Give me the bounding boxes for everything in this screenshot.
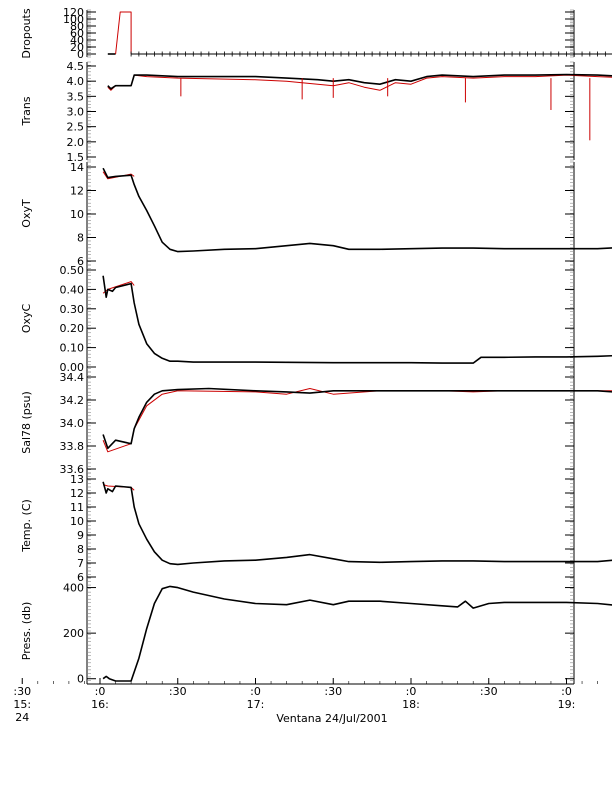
x-tick-day-label: 24 bbox=[15, 711, 29, 724]
panel-6-tick-label: 200 bbox=[63, 627, 84, 640]
panel-3-tick-label: 0.40 bbox=[60, 283, 85, 296]
chart-marks bbox=[102, 11, 612, 682]
panel-0-tick-label: 100 bbox=[63, 13, 84, 26]
x-tick-label: :0 bbox=[406, 685, 417, 698]
panel-3-tick-label: 0.20 bbox=[60, 322, 85, 335]
panel-2-series-1 bbox=[102, 167, 612, 253]
x-tick-label: :30 bbox=[13, 685, 31, 698]
panel-0-series-1 bbox=[115, 11, 132, 55]
x-tick-label: :30 bbox=[324, 685, 342, 698]
panel-0-tick-label: 80 bbox=[70, 20, 84, 33]
x-tick-label: :0 bbox=[95, 685, 106, 698]
panel-3-tick-label: 0.30 bbox=[60, 303, 85, 316]
panel-5-tick-label: 13 bbox=[70, 473, 84, 486]
panel-6-series-0 bbox=[102, 585, 612, 682]
x-tick-label: :30 bbox=[480, 685, 498, 698]
panel-6-y-label: Press. (db) bbox=[20, 602, 33, 661]
x-axis-label: Ventana 24/Jul/2001 bbox=[276, 712, 387, 725]
x-tick-hour-label: 16: bbox=[91, 698, 109, 711]
panel-3-tick-label: 0.10 bbox=[60, 342, 85, 355]
panel-1-series-0 bbox=[107, 74, 612, 91]
panel-4-tick-label: 34.0 bbox=[60, 417, 85, 430]
panel-1-tick-label: 3.0 bbox=[67, 106, 85, 119]
panel-3-series-1 bbox=[102, 275, 612, 364]
panel-4-series-1 bbox=[102, 387, 612, 450]
chart-labels: 020406080100120Dropouts1.52.02.53.03.54.… bbox=[13, 6, 576, 724]
x-tick-label: :0 bbox=[250, 685, 261, 698]
panel-0-tick-label: 0 bbox=[77, 48, 84, 61]
panel-2-tick-label: 6 bbox=[77, 255, 84, 268]
x-tick-hour-label: 15: bbox=[13, 698, 31, 711]
panel-5-tick-label: 7 bbox=[77, 557, 84, 570]
panel-4-tick-label: 33.6 bbox=[60, 463, 85, 476]
panel-1-series-1 bbox=[107, 73, 612, 90]
panel-1-y-label: Trans bbox=[20, 96, 33, 126]
panel-4-tick-label: 34.2 bbox=[60, 394, 85, 407]
panel-1-tick-label: 2.5 bbox=[67, 121, 85, 134]
x-tick-hour-label: 19: bbox=[558, 698, 576, 711]
panel-4-tick-label: 34.4 bbox=[60, 371, 85, 384]
panel-4-tick-label: 33.8 bbox=[60, 440, 85, 453]
panel-3-y-label: OxyC bbox=[20, 304, 33, 334]
panel-1-tick-label: 2.0 bbox=[67, 136, 85, 149]
panel-0-tick-label: 120 bbox=[63, 6, 84, 19]
panel-5-tick-label: 8 bbox=[77, 543, 84, 556]
panel-5-tick-label: 6 bbox=[77, 571, 84, 584]
panel-1-tick-label: 3.5 bbox=[67, 90, 85, 103]
panel-2-tick-label: 12 bbox=[70, 185, 84, 198]
panel-2-tick-label: 10 bbox=[70, 208, 84, 221]
panel-3-tick-label: 0.50 bbox=[60, 264, 85, 277]
panel-2-tick-label: 14 bbox=[70, 161, 84, 174]
panel-5-y-label: Temp. (C) bbox=[20, 499, 33, 553]
panel-0-y-label: Dropouts bbox=[20, 8, 33, 58]
x-tick-label: :0 bbox=[561, 685, 572, 698]
panel-6-tick-label: 400 bbox=[63, 582, 84, 595]
x-tick-hour-label: 18: bbox=[402, 698, 420, 711]
panel-1-tick-label: 1.5 bbox=[67, 151, 85, 164]
panel-0-tick-label: 20 bbox=[70, 41, 84, 54]
panel-1-tick-label: 4.0 bbox=[67, 75, 85, 88]
panel-5-tick-label: 12 bbox=[70, 487, 84, 500]
panel-5-tick-label: 9 bbox=[77, 529, 84, 542]
x-tick-hour-label: 17: bbox=[247, 698, 265, 711]
panel-6-tick-label: 0 bbox=[77, 673, 84, 686]
panel-5-series-1 bbox=[102, 481, 612, 566]
panel-4-y-label: Sal78 (psu) bbox=[20, 391, 33, 454]
panel-2-y-label: OxyT bbox=[20, 199, 33, 228]
x-tick-label: :30 bbox=[169, 685, 187, 698]
panel-0-tick-label: 40 bbox=[70, 34, 84, 47]
panel-5-tick-label: 10 bbox=[70, 515, 84, 528]
panel-3-tick-label: 0.00 bbox=[60, 361, 85, 374]
panel-2-tick-label: 8 bbox=[77, 232, 84, 245]
panel-1-tick-label: 4.5 bbox=[67, 60, 85, 73]
panel-frames bbox=[21, 9, 598, 685]
panel-4-series-0 bbox=[102, 388, 612, 453]
panel-5-tick-label: 11 bbox=[70, 501, 84, 514]
panel-0-tick-label: 60 bbox=[70, 27, 84, 40]
